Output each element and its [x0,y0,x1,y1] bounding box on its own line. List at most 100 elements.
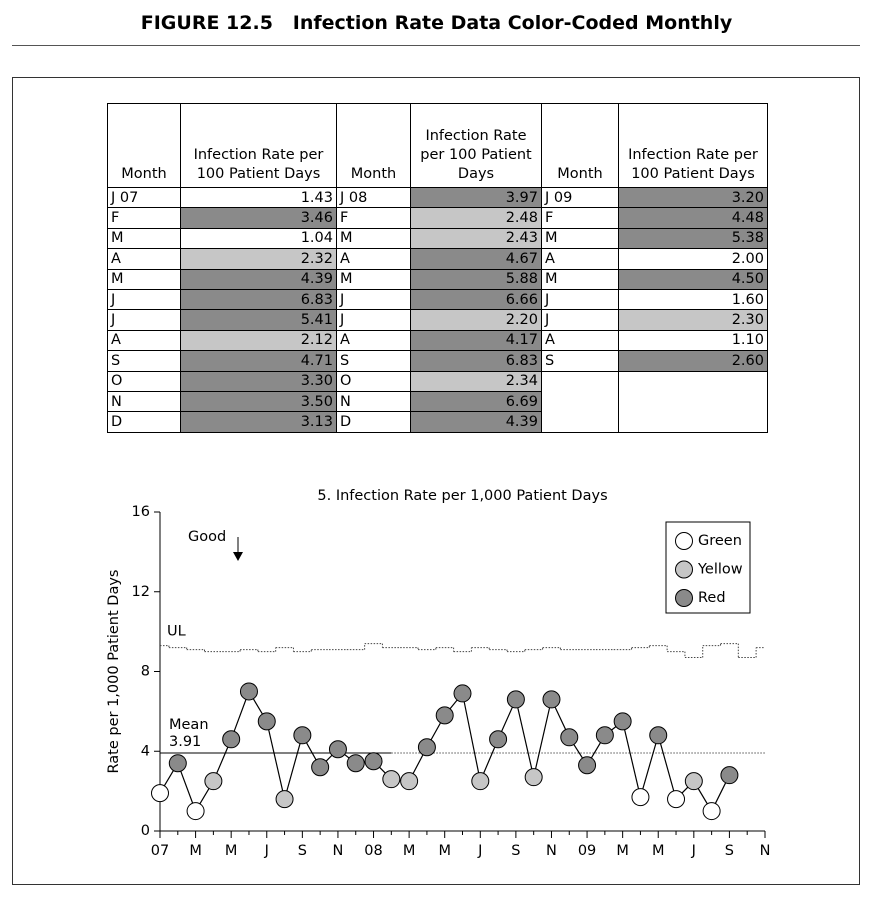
data-point [560,728,579,747]
x-tick-label: M [616,843,629,859]
header-cell: Month [336,103,411,188]
rate-cell: 6.83 [410,350,542,372]
data-point [417,738,436,757]
data-point [667,790,686,809]
data-point [684,772,703,791]
data-point [720,766,739,785]
figure-frame [12,77,860,885]
data-point [435,706,454,725]
empty-cell [618,370,768,433]
rate-cell: 2.20 [410,309,542,331]
rate-cell: 5.88 [410,268,542,290]
header-cell: Infection Rate per 100 Patient Days [618,103,768,188]
rate-cell: 4.67 [410,248,542,270]
x-tick-label: J [477,843,482,859]
data-point [257,712,276,731]
rate-cell: 4.39 [180,268,337,290]
data-point [542,690,561,709]
data-point [506,690,525,709]
legend-swatch [675,532,693,550]
legend-label: Green [698,533,742,549]
data-point [489,730,508,749]
data-point [204,772,223,791]
x-tick-label: M [225,843,238,859]
rate-cell: 2.43 [410,227,542,250]
data-point [649,726,668,745]
x-tick-label: S [725,843,734,859]
data-point [222,730,241,749]
data-point [453,684,472,703]
rate-cell: 2.34 [410,370,542,392]
data-point [613,712,632,731]
rate-cell: 3.97 [410,186,542,209]
rate-cell: 4.39 [410,411,542,433]
rate-cell: 4.48 [618,207,768,229]
rate-cell: 2.00 [618,248,768,270]
annotation-arrowhead [233,552,243,561]
data-point [578,756,597,775]
month-cell: J 07 [107,186,181,209]
y-tick-label: 16 [132,504,150,520]
rate-table: Month Infection Rate per 100 Patient Days… [107,103,768,433]
legend-label: Red [698,590,726,606]
data-point [702,802,721,821]
x-tick-label: S [298,843,307,859]
x-tick-label: 07 [151,843,169,859]
y-tick-label: 0 [141,823,150,839]
month-cell: M [107,268,181,290]
x-tick-label: N [546,843,557,859]
annotation: Good [188,529,226,545]
rate-cell: 1.60 [618,288,768,311]
x-tick-label: S [511,843,520,859]
legend-swatch [675,560,693,579]
chart-title: 5. Infection Rate per 1,000 Patient Days [317,488,607,504]
data-point [186,802,205,821]
data-point [595,726,614,745]
header-cell: Infection Rate per 100 Patient Days [410,103,542,188]
data-point [364,752,383,771]
title-rule [12,45,860,46]
data-point [346,754,365,773]
x-tick-label: N [760,843,771,859]
mean-value: 3.91 [169,734,201,750]
x-tick-label: M [403,843,416,859]
ul-label: UL [167,624,186,640]
rate-cell: 3.20 [618,186,768,209]
y-tick-label: 8 [141,664,150,680]
x-tick-label: 09 [578,843,596,859]
rate-cell: 1.04 [180,227,337,250]
data-point [239,682,258,701]
rate-cell: 3.30 [180,370,337,392]
legend-label: Yellow [697,562,743,578]
month-cell: M [541,268,619,290]
rate-cell: 4.50 [618,268,768,290]
mean-label: Mean [169,717,209,733]
rate-cell: 3.50 [180,390,337,413]
data-point [311,758,330,777]
x-tick-label: M [652,843,665,859]
month-cell: D [107,411,181,433]
rate-cell: 4.17 [410,329,542,352]
y-axis-label: Rate per 1,000 Patient Days [106,570,122,774]
legend-swatch [675,589,693,607]
x-tick-label: M [189,843,202,859]
x-tick-label: N [333,843,344,859]
data-point [151,784,169,803]
data-point [168,754,187,773]
data-point [631,788,650,807]
x-tick-label: J [691,843,696,859]
data-point [382,770,401,789]
rate-cell: 6.83 [180,288,337,311]
x-tick-label: 08 [364,843,382,859]
y-tick-label: 4 [141,743,150,759]
month-cell: J 09 [541,186,619,209]
figure-title: FIGURE 12.5 Infection Rate Data Color-Co… [140,12,733,34]
month-cell: S [541,350,619,372]
empty-cell [541,370,619,433]
data-point [471,772,490,791]
data-point [275,790,294,809]
rate-cell: 4.71 [180,350,337,372]
rate-cell: 2.32 [180,248,337,270]
